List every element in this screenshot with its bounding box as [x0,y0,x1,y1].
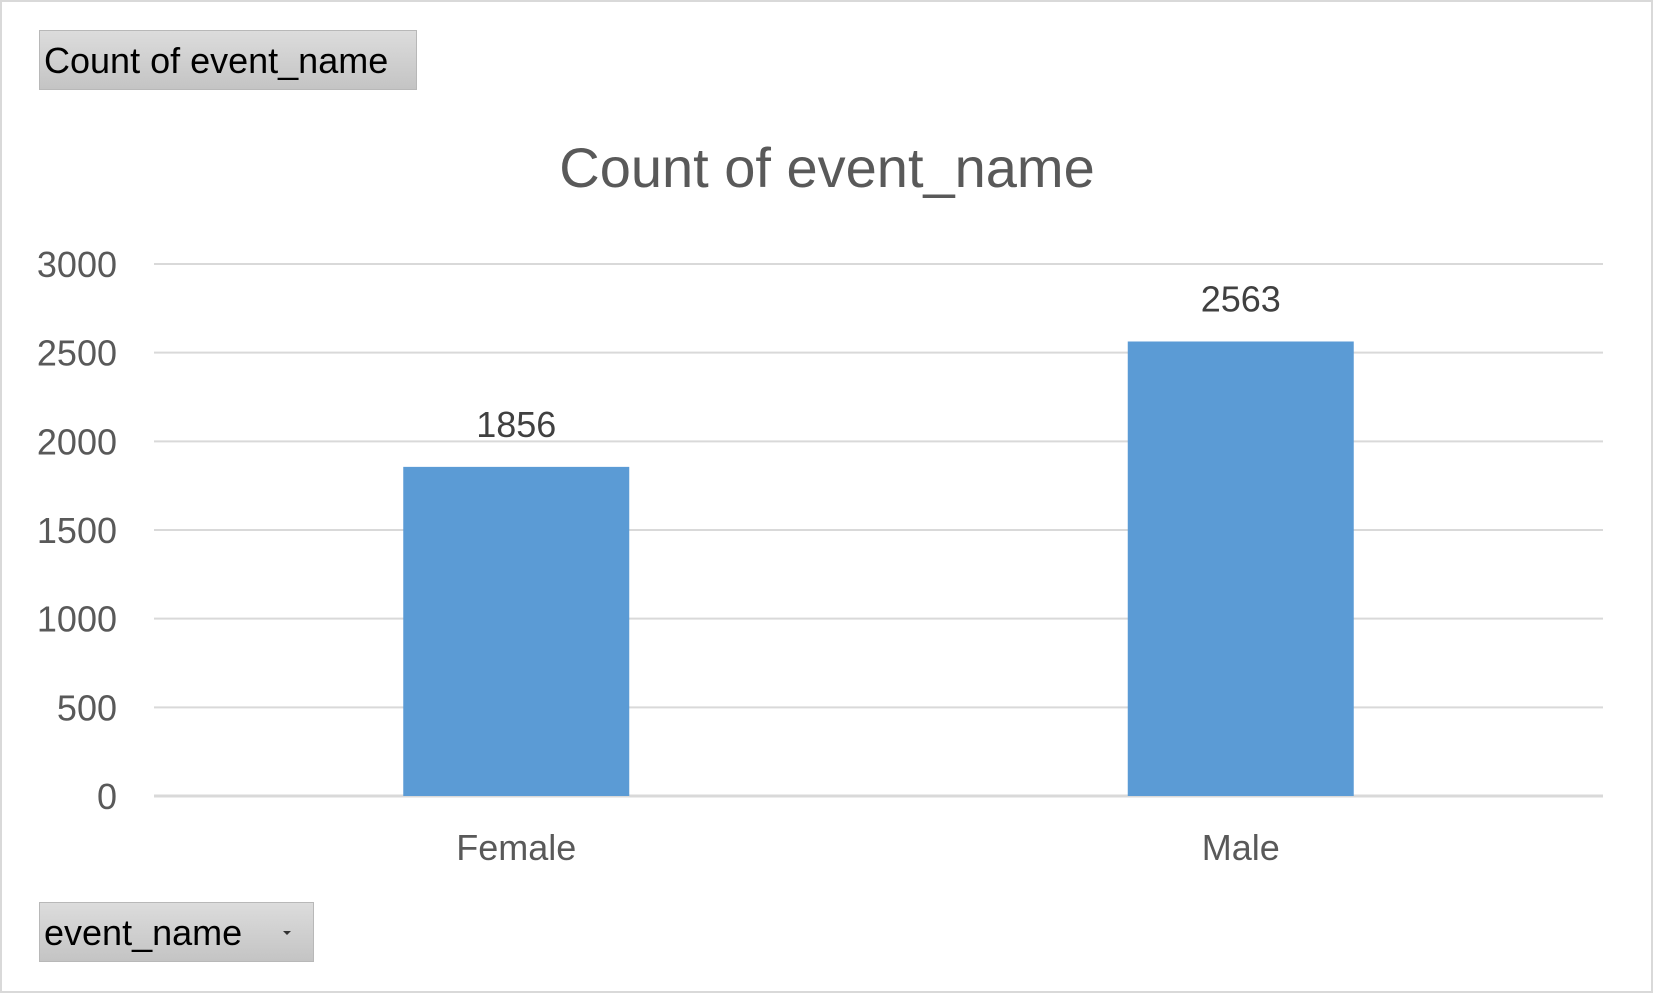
y-tick-label: 1500 [37,510,117,551]
y-axis-ticks: 0 500 1000 1500 2000 2500 3000 [37,244,117,817]
y-tick-label: 1000 [37,599,117,640]
y-tick-label: 0 [97,776,117,817]
chevron-down-icon[interactable] [283,931,291,935]
gridlines [154,263,1603,798]
x-axis-ticks: Female Male [456,827,1280,868]
chart-title: Count of event_name [559,136,1094,199]
bar-female[interactable] [403,466,630,796]
data-label: 2563 [1201,278,1281,319]
x-tick-label: Female [456,827,576,868]
x-tick-label: Male [1202,827,1280,868]
y-tick-label: 500 [57,687,117,728]
y-tick-label: 2500 [37,333,117,374]
y-tick-label: 3000 [37,244,117,285]
bars [403,341,1354,796]
data-labels: 1856 2563 [476,278,1281,444]
axis-field-label: event_name [44,912,243,953]
data-label: 1856 [476,404,556,445]
bar-male[interactable] [1127,341,1354,796]
value-field-button[interactable]: Count of event_name [39,30,417,90]
axis-field-button[interactable]: event_name [39,902,314,962]
y-tick-label: 2000 [37,421,117,462]
